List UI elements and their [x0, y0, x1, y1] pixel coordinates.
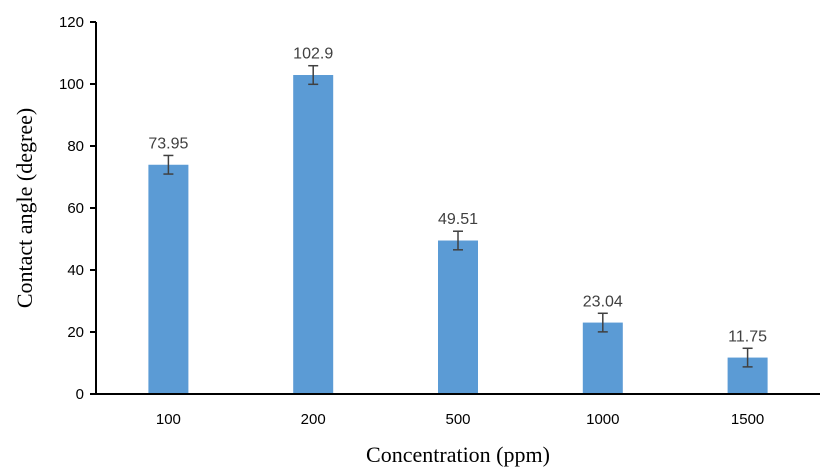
data-label-1000: 23.04	[583, 293, 623, 310]
error-bar-1000	[597, 312, 608, 333]
data-label-200: 102.9	[293, 46, 333, 63]
bar-500	[438, 240, 478, 394]
error-bar-500	[453, 230, 463, 251]
bar-1000	[582, 322, 623, 394]
y-tick-label: 0	[76, 386, 84, 403]
y-tick-label: 40	[67, 262, 84, 279]
x-axis-ticks: 100 200 500 1000 1500	[156, 411, 764, 428]
x-tick-label: 100	[156, 411, 181, 428]
data-label-500: 49.51	[438, 211, 478, 228]
x-axis-title: Concentration (ppm)	[366, 442, 550, 467]
data-labels: 73.95 102.9 49.51 23.04 11.75	[148, 46, 767, 346]
error-bar-1500	[742, 347, 753, 368]
x-tick-label: 200	[301, 411, 326, 428]
y-tick-label: 80	[67, 138, 84, 155]
bars	[148, 75, 768, 394]
x-tick-label: 500	[445, 411, 470, 428]
data-label-1500: 11.75	[728, 328, 767, 345]
y-axis-ticks: 0 20 40 60 80 100 120	[59, 14, 96, 403]
y-tick-label: 100	[59, 76, 84, 93]
y-tick-label: 20	[67, 324, 84, 341]
y-tick-label: 60	[67, 200, 84, 217]
x-tick-label: 1000	[586, 411, 619, 428]
data-label-100: 73.95	[148, 135, 188, 152]
error-bar-100	[163, 154, 174, 175]
bar-100	[148, 164, 189, 394]
x-tick-label: 1500	[731, 411, 764, 428]
error-bars	[163, 64, 753, 368]
error-bar-200	[308, 64, 319, 86]
y-tick-label: 120	[59, 14, 84, 31]
y-axis-title: Contact angle (degree)	[12, 108, 37, 308]
bar-200	[293, 75, 334, 394]
